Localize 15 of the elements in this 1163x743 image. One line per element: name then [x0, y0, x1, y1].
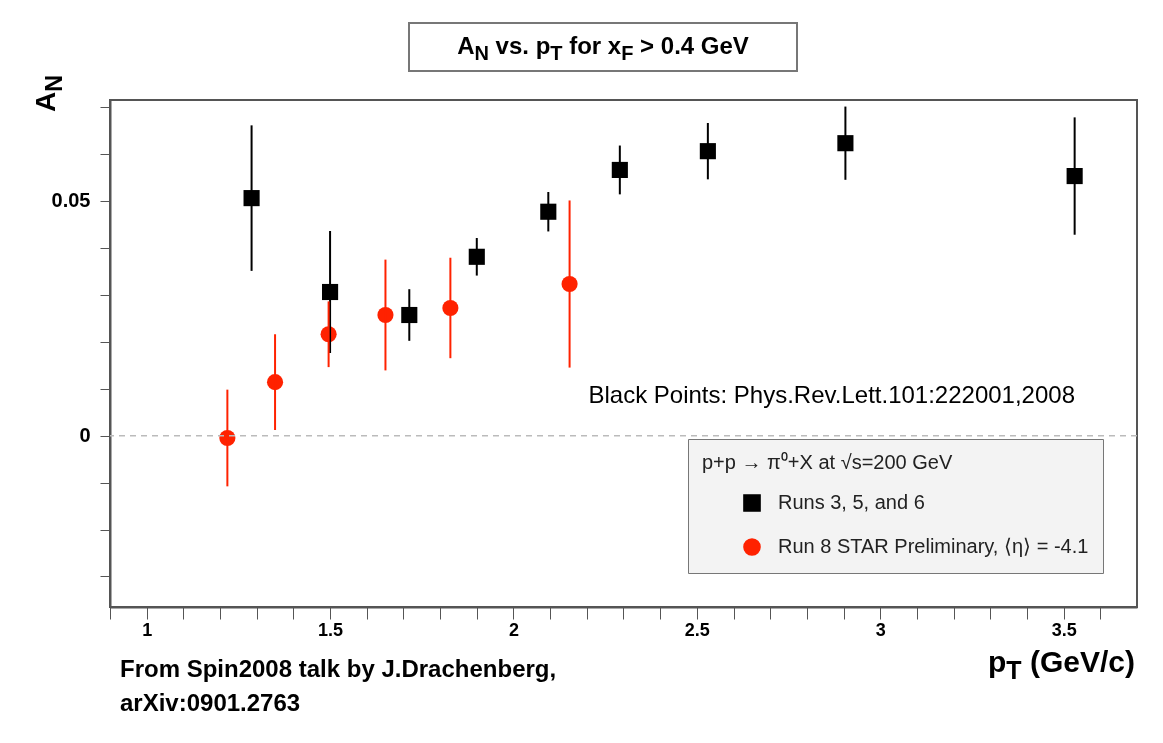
- legend-label: Runs 3, 5, and 6: [778, 491, 925, 513]
- y-tick-label: 0: [79, 424, 91, 447]
- legend-label: Run 8 STAR Preliminary, ⟨η⟩ = -4.1: [778, 535, 1089, 557]
- x-tick-label: 3.5: [1051, 619, 1077, 640]
- x-tick-label: 1.5: [318, 619, 344, 640]
- x-tick-label: 1: [142, 619, 153, 640]
- x-tick-label: 2: [508, 619, 519, 640]
- x-axis-title: p$_{T}$ (GeV/c): [988, 645, 1135, 685]
- annotation: Black Points: Phys.Rev.Lett.101:222001,2008: [588, 381, 1075, 408]
- x-tick-label: 2.5: [684, 619, 710, 640]
- text: From Spin2008 talk by J.Drachenberg, arXiv:0901.2763: [120, 654, 558, 718]
- y-tick-label: 0.05: [51, 189, 91, 212]
- chart-title: A$_{N}$ vs. p$_{T}$ for x$_{F}$ > 0.4 GeV: [408, 22, 798, 72]
- legend-title: p+p → π⁰+X at √s=200 GeV: [702, 451, 953, 473]
- x-tick-label: 3: [875, 619, 886, 640]
